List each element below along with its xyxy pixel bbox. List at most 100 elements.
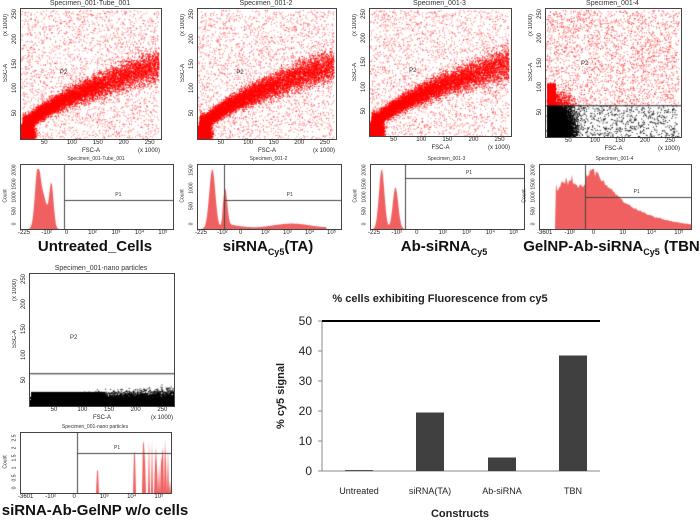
y-tick-label: 1500 [188,164,195,176]
y-axis-label: Count [2,189,9,203]
histogram-plot: P1 [20,164,174,230]
scatter-title: Specimen_001-4 [586,0,639,7]
bar-sirnata [416,412,444,471]
y-axis-label: SSC-A [180,63,186,83]
x-tick-label: 50 [390,137,397,143]
x-tick-label: 200 [294,140,305,146]
x-tick-label: 10² [438,230,448,236]
panel-caption: Ab-siRNACy5 [401,238,488,258]
scatter-title: Specimen_001-Tube_001 [49,0,131,7]
x-tick-label: 10⁵ [158,230,168,236]
y-tick-label: 1500 [11,177,18,190]
x-tick-label: 50 [217,140,225,146]
x-tick-label: 150 [268,140,279,146]
y-tick-label: 500 [361,206,368,215]
panel-caption: siRNACy5(TA) [223,238,313,258]
gate-label: P2 [581,61,589,68]
y-tick-label: 100 [189,83,195,94]
y-scale-label: (x 1000) [528,13,534,37]
y-tick-label: 0.5 [11,474,18,482]
y-tick-label: 200 [189,33,195,44]
x-tick-label: -225 [18,230,31,236]
x-tick-label: 50 [565,138,572,144]
histogram-area [371,165,524,229]
y-tick-label: 150 [537,57,543,68]
panel-caption: GelNP-Ab-siRNACy5 (TBN) [523,238,700,258]
scatter-title: Specimen_001-nano particles [54,265,148,272]
bar-tbn [559,355,587,471]
x-scale-label: (x 1000) [313,148,336,154]
y-tick-label: 50 [299,314,313,328]
x-tick-label: 200 [640,138,651,144]
x-tick-label: 10⁵ [509,230,519,236]
histogram-title: Specimen_001-nano particles [61,424,129,430]
y-axis-label: SSC-A [3,63,9,83]
x-tick-label: 250 [144,140,155,146]
x-tick-label: 10⁵ [327,230,337,236]
x-tick-label: 0 [591,230,596,236]
gate-label: P2 [70,335,78,342]
y-tick-label: 100 [21,349,27,360]
x-tick-label: 250 [319,140,330,146]
x-tick-label: 10⁴ [305,230,315,236]
histogram-area [198,165,341,229]
y-tick-label: 2000 [11,164,18,176]
y-tick-label: 0 [11,222,18,226]
y-tick-label: 500 [188,201,195,211]
x-tick-label: siRNA(TA) [409,486,451,496]
y-tick-label: 200 [361,33,367,44]
y-tick-label: 0 [530,222,537,226]
y-tick-label: 1000 [188,182,195,194]
x-tick-label: 0 [72,494,76,500]
scatter-events [21,9,161,139]
caption-subscript: Cy5 [267,247,285,257]
gate-label: P2 [409,68,417,75]
y-tick-label: 0 [361,222,368,226]
y-tick-label: 500 [11,206,18,215]
y-tick-label: 200 [537,33,543,44]
x-axis-label: FSC-A [604,146,623,152]
y-tick-label: 0 [188,222,195,226]
y-tick-label: 150 [21,324,27,335]
scatter-plot: P2 [545,8,682,138]
caption-subscript: Cy5 [470,247,488,257]
x-tick-label: 100 [590,138,601,144]
x-tick-label: Untreated [339,486,379,496]
y-tick-label: 20 [299,404,313,418]
gate-label: P1 [286,191,293,198]
panel-caption: Untreated_Cells [38,238,152,256]
x-tick-label: -3601 [18,494,34,500]
y-tick-label: 1 [11,466,18,470]
histogram-plot: P1 [20,432,172,494]
scatter-plot: P2 [369,8,512,137]
scatter-events [198,9,336,139]
gate-label: P1 [114,444,121,451]
scatter-events [370,9,511,136]
x-tick-label: -10² [564,230,576,236]
scatter-plot: P2 [197,8,337,140]
x-scale-label: (x 1000) [488,145,511,151]
y-tick-label: 50 [21,376,27,384]
x-tick-label: -3601 [537,230,553,236]
x-tick-label: 200 [118,140,129,146]
y-tick-label: 1500 [361,177,368,190]
y-axis-label: SSC-A [528,62,534,82]
x-tick-label: -225 [195,230,208,236]
x-tick-label: Ab-siRNA [482,486,522,496]
x-tick-label: 100 [66,140,77,146]
x-tick-label: -10² [391,230,403,236]
x-axis-label: FSC-A [431,145,450,151]
x-axis-label: FSC-A [258,148,276,154]
y-tick-label: 150 [12,58,18,69]
y-tick-label: 150 [189,58,195,69]
histogram-area [21,433,171,493]
scatter-events [30,274,174,406]
x-tick-label: 50 [40,140,48,146]
x-tick-label: 10⁴ [134,230,145,236]
gate-label: P2 [236,69,244,76]
x-tick-label: 100 [416,137,427,143]
y-tick-label: 30 [299,374,313,388]
x-tick-label: 0 [415,230,419,236]
y-tick-label: 2000 [530,164,537,176]
